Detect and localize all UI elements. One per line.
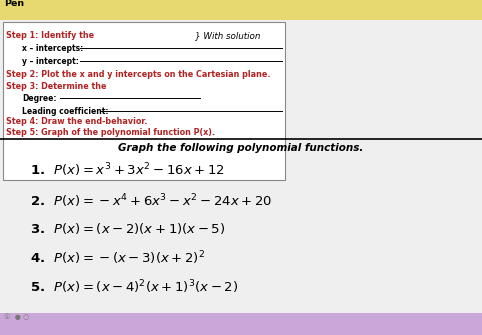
Text: } With solution: } With solution: [195, 31, 260, 40]
Bar: [3, 22, 285, 180]
Text: Leading coefficient:: Leading coefficient:: [22, 107, 108, 116]
Text: y – intercept:: y – intercept:: [22, 57, 79, 66]
Bar: [0, 313, 482, 335]
Bar: [0, 0, 482, 20]
Text: Step 2: Plot the x and y intercepts on the Cartesian plane.: Step 2: Plot the x and y intercepts on t…: [6, 70, 270, 79]
Text: Step 4: Draw the end-behavior.: Step 4: Draw the end-behavior.: [6, 117, 147, 126]
Text: 4.  $P(x) = -(x - 3)(x + 2)^2$: 4. $P(x) = -(x - 3)(x + 2)^2$: [30, 249, 205, 267]
Text: 5.  $P(x) = (x - 4)^2(x + 1)^3(x - 2)$: 5. $P(x) = (x - 4)^2(x + 1)^3(x - 2)$: [30, 278, 238, 295]
Text: 1.  $P(x) = x^3 + 3x^2 - 16x + 12$: 1. $P(x) = x^3 + 3x^2 - 16x + 12$: [30, 161, 225, 179]
Text: Pen: Pen: [4, 0, 24, 8]
Text: 3.  $P(x) = (x - 2)(x + 1)(x - 5)$: 3. $P(x) = (x - 2)(x + 1)(x - 5)$: [30, 221, 226, 236]
Text: Step 5: Graph of the polynomial function P(x).: Step 5: Graph of the polynomial function…: [6, 128, 215, 137]
Text: x – intercepts:: x – intercepts:: [22, 44, 83, 53]
Text: Step 1: Identify the: Step 1: Identify the: [6, 31, 94, 40]
Text: 2.  $P(x) = -x^4 + 6x^3 - x^2 - 24x + 20$: 2. $P(x) = -x^4 + 6x^3 - x^2 - 24x + 20$: [30, 192, 272, 210]
Text: Step 3: Determine the: Step 3: Determine the: [6, 82, 107, 91]
Text: Degree:: Degree:: [22, 94, 56, 103]
Text: ①  ● ○: ① ● ○: [4, 314, 29, 320]
Text: Graph the following polynomial functions.: Graph the following polynomial functions…: [118, 143, 364, 153]
